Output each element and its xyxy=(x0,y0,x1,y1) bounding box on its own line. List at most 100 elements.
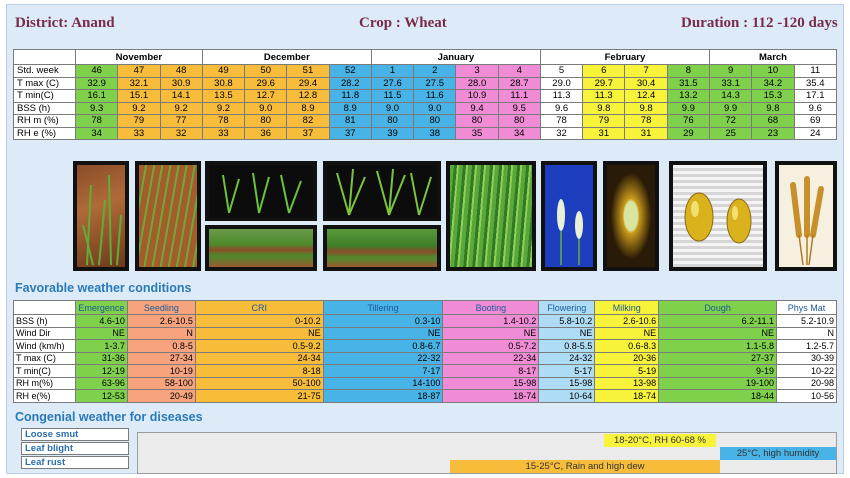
table-cell: N xyxy=(126,326,196,340)
table-cell: 39 xyxy=(370,126,415,140)
table-cell: 63-96 xyxy=(74,376,128,390)
table-cell: 12-19 xyxy=(74,364,128,378)
row-label: RH m(%) xyxy=(13,376,76,390)
row-label: T min(C) xyxy=(13,364,76,378)
table-cell: 10-22 xyxy=(775,364,838,378)
std-week-cell: 5 xyxy=(539,64,584,78)
table-cell: 18-74 xyxy=(442,389,540,403)
table-cell: 9.6 xyxy=(539,101,584,115)
table-cell: 31-36 xyxy=(74,351,128,365)
flowering-photo xyxy=(541,161,597,271)
table-cell: 8-18 xyxy=(194,364,324,378)
table-cell: 37 xyxy=(328,126,372,140)
table-cell: 80 xyxy=(370,114,415,128)
std-week-cell: 9 xyxy=(708,64,753,78)
table-cell: 12.7 xyxy=(244,89,288,103)
table-cell: 9.8 xyxy=(582,101,626,115)
stage-booting: Booting xyxy=(442,300,540,315)
table-cell: 80 xyxy=(455,114,499,128)
table-cell: 20-36 xyxy=(594,351,660,365)
table-cell: 78 xyxy=(539,114,584,128)
row-label: BSS (h) xyxy=(13,314,76,328)
table-cell: 80 xyxy=(244,114,288,128)
table-cell: 78 xyxy=(624,114,668,128)
table-cell: 30.9 xyxy=(159,76,203,90)
table-cell: 69 xyxy=(793,114,838,128)
table-row: T max (C) 32.9 32.1 30.9 30.8 29.6 29.4 28.2 27.… xyxy=(13,76,838,90)
table-cell: 10.9 xyxy=(455,89,499,103)
table-cell: 9.0 xyxy=(413,101,457,115)
table-row: RH e (%) 34 33 32 33 36 37 37 39 38 35 34 32 31 31 29 25… xyxy=(13,126,838,140)
favorable-conditions-title: Favorable weather conditions xyxy=(15,281,192,295)
row-label: BSS (h) xyxy=(13,101,76,115)
table-cell: 1.2-5.7 xyxy=(775,339,838,353)
table-row: BSS (h) 4.6-10 2.6-10.5 0-10.2 0.3-10 1.4-10.… xyxy=(13,314,838,328)
table-cell: 5-17 xyxy=(538,364,596,378)
table-cell: 2.6-10.5 xyxy=(126,314,196,328)
leaf-rust-bar: 15-25°C, Rain and high dew xyxy=(450,460,720,473)
stage-header-row: Emergence Seedling CRI Tillering Booting… xyxy=(13,300,838,315)
table-cell: 4.6-10 xyxy=(74,314,128,328)
table-cell: 9.5 xyxy=(497,101,541,115)
table-cell: 9.9 xyxy=(666,101,710,115)
table-cell: 9.8 xyxy=(751,101,795,115)
table-cell: 8.9 xyxy=(328,101,372,115)
std-week-cell: 10 xyxy=(751,64,795,78)
table-row: BSS (h) 9.3 9.2 9.2 9.2 9.0 8.9 8.9 9.0 9.0 9.4 9.5… xyxy=(13,101,838,115)
emergence-photo xyxy=(73,161,129,271)
table-cell: 19-100 xyxy=(658,376,777,390)
table-cell: 32 xyxy=(539,126,584,140)
tillering-photo-bottom xyxy=(323,225,441,271)
disease-timeline: 18-20°C, RH 60-68 % 25°C, high humidity … xyxy=(137,432,837,474)
table-cell: 5-19 xyxy=(594,364,660,378)
table-cell: 22-32 xyxy=(322,351,444,365)
table-cell: 10-56 xyxy=(775,389,838,403)
table-cell: 6.2-11.1 xyxy=(658,314,777,328)
page: District: Anand Crop : Wheat Duration : … xyxy=(6,4,844,474)
cri-photo-bottom xyxy=(205,225,317,271)
table-row: Wind (km/h) 1-3.7 0.8-5 0.5-9.2 0.8-6.7 0.5-7… xyxy=(13,339,838,353)
table-cell: 31 xyxy=(582,126,626,140)
table-cell: 34.2 xyxy=(751,76,795,90)
std-week-cell: 11 xyxy=(793,64,838,78)
month-december: December xyxy=(201,49,372,65)
table-cell: 2.6-10.6 xyxy=(594,314,660,328)
table-cell: 18-87 xyxy=(322,389,444,403)
dough-photo xyxy=(669,161,767,271)
table-cell: 24-32 xyxy=(538,351,596,365)
table-cell: 9.2 xyxy=(159,101,203,115)
row-label: RH e(%) xyxy=(13,389,76,403)
row-label: T max (C) xyxy=(13,76,76,90)
table-cell: 27-34 xyxy=(126,351,196,365)
table-cell: 0.5-7.2 xyxy=(442,339,540,353)
table-cell: 18-44 xyxy=(658,389,777,403)
table-cell: 78 xyxy=(201,114,246,128)
leaf-blight-bar: 25°C, high humidity xyxy=(720,447,836,460)
table-cell: 81 xyxy=(328,114,372,128)
table-cell: 20-98 xyxy=(775,376,838,390)
table-cell: 13-98 xyxy=(594,376,660,390)
table-cell: 25 xyxy=(708,126,753,140)
table-cell: 18-74 xyxy=(594,389,660,403)
stage-seedling: Seedling xyxy=(126,300,196,315)
std-week-cell: 52 xyxy=(328,64,372,78)
table-cell: 32 xyxy=(159,126,203,140)
std-week-cell: 47 xyxy=(117,64,161,78)
table-cell: 24-34 xyxy=(194,351,324,365)
table-cell: 0.8-6.7 xyxy=(322,339,444,353)
favorable-conditions-table: Emergence Seedling CRI Tillering Booting… xyxy=(13,300,838,403)
table-cell: 9.4 xyxy=(455,101,499,115)
table-cell: 30-39 xyxy=(775,351,838,365)
table-cell: NE xyxy=(658,326,777,340)
table-cell: 31.5 xyxy=(666,76,710,90)
table-row: RH e(%) 12-53 20-49 21-75 18-87 18-74 10-64 18-… xyxy=(13,389,838,403)
diseases-title: Congenial weather for diseases xyxy=(15,410,203,424)
table-cell: 35.4 xyxy=(793,76,838,90)
table-cell: 12.8 xyxy=(286,89,330,103)
table-cell: 1.1-5.8 xyxy=(658,339,777,353)
table-cell: 5.8-10.2 xyxy=(538,314,596,328)
table-cell: 11.3 xyxy=(539,89,584,103)
table-cell: 8-17 xyxy=(442,364,540,378)
table-cell: 9.0 xyxy=(244,101,288,115)
table-cell: 0.6-8.3 xyxy=(594,339,660,353)
